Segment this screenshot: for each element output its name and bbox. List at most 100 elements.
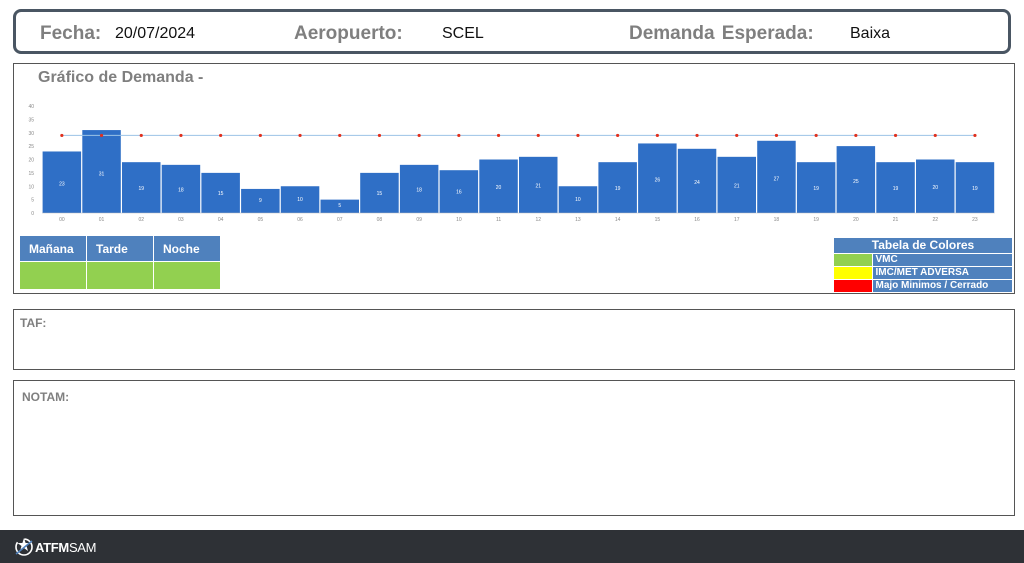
x-tick-label: 08	[377, 217, 383, 223]
shift-status-afternoon	[87, 262, 153, 289]
x-tick-label: 02	[138, 217, 144, 223]
y-tick-label: 0	[31, 211, 34, 217]
bar-value-label: 18	[416, 187, 422, 193]
date-label: Fecha:	[40, 23, 102, 44]
bar-value-label: 21	[535, 184, 541, 190]
capacity-marker	[338, 133, 342, 138]
capacity-marker	[179, 133, 183, 138]
bar	[757, 140, 796, 213]
legend-label-closed: Majo Minimos / Cerrado	[871, 279, 1012, 293]
bar	[916, 159, 955, 213]
bar-value-label: 19	[813, 186, 819, 192]
shift-header-afternoon: Tarde	[87, 236, 153, 261]
bar	[558, 186, 598, 213]
bar	[717, 156, 756, 213]
x-tick-label: 15	[655, 217, 661, 223]
bar	[161, 164, 201, 213]
legend-swatch-imc	[834, 266, 872, 280]
legend-swatch-closed	[834, 279, 872, 293]
bar	[241, 188, 280, 213]
capacity-marker	[774, 133, 779, 138]
footer-brand-bold: ATFM	[35, 540, 69, 555]
x-tick-label: 19	[813, 217, 819, 223]
bar-value-label: 15	[218, 191, 224, 197]
x-tick-label: 10	[456, 217, 462, 223]
capacity-marker	[139, 133, 143, 138]
bar	[876, 162, 915, 213]
capacity-marker	[60, 133, 64, 138]
taf-panel: TAF:	[13, 309, 1015, 370]
bar	[836, 146, 876, 213]
bar-value-label: 25	[853, 179, 859, 185]
header-bar: Fecha: 20/07/2024 Aeropuerto: SCEL Deman…	[13, 9, 1011, 54]
capacity-marker	[973, 133, 977, 138]
bar	[399, 164, 439, 213]
x-tick-label: 05	[258, 217, 264, 223]
capacity-marker	[536, 133, 540, 138]
notam-panel: NOTAM:	[13, 380, 1015, 516]
bar	[82, 130, 121, 213]
date-value: 20/07/2024	[115, 25, 196, 42]
legend-swatch-vmc	[834, 253, 872, 267]
bar-value-label: 15	[377, 191, 383, 197]
y-tick-label: 5	[31, 198, 34, 204]
bar	[796, 162, 836, 213]
capacity-marker	[655, 133, 659, 138]
x-tick-label: 07	[337, 217, 343, 223]
bar-value-label: 19	[138, 186, 144, 192]
legend-label-vmc: VMC	[871, 253, 1012, 267]
bar	[638, 143, 677, 213]
bar-value-label: 19	[893, 186, 899, 192]
bar	[519, 156, 558, 213]
x-tick-label: 03	[178, 217, 184, 223]
bar	[320, 199, 359, 213]
bar-value-label: 10	[297, 197, 303, 203]
capacity-marker	[99, 133, 104, 138]
bar	[360, 172, 399, 213]
x-tick-label: 13	[575, 217, 581, 223]
taf-label: TAF:	[20, 316, 47, 330]
x-tick-label: 12	[535, 217, 541, 223]
bar-value-label: 26	[655, 178, 661, 184]
footer-brand: ATFMSAM	[35, 540, 97, 555]
color-legend-title: Tabela de Colores	[834, 238, 1012, 254]
bar-value-label: 20	[496, 185, 502, 191]
capacity-marker	[695, 133, 699, 138]
bar-value-label: 18	[178, 187, 184, 193]
capacity-marker	[735, 133, 739, 138]
capacity-marker	[893, 133, 898, 138]
bar	[439, 170, 479, 213]
legend-label-imc: IMC/MET ADVERSA	[871, 266, 1012, 280]
color-legend-table: Tabela de Colores VMC IMC/MET ADVERSA Ma…	[834, 238, 1012, 293]
shift-status-night	[154, 262, 220, 289]
bar	[598, 162, 637, 213]
airport-label: Aeropuerto:	[294, 23, 403, 44]
capacity-marker	[616, 133, 620, 138]
shift-header-morning: Mañana	[20, 236, 86, 261]
bar	[677, 148, 717, 213]
y-tick-label: 20	[28, 158, 34, 164]
footer-bar: ATFMSAM	[0, 530, 1024, 563]
shift-header-night: Noche	[154, 236, 220, 261]
airport-value: SCEL	[442, 25, 484, 42]
y-tick-label: 10	[28, 184, 34, 190]
x-tick-label: 00	[59, 217, 65, 223]
x-tick-label: 21	[893, 217, 899, 223]
bar-value-label: 31	[99, 172, 105, 178]
capacity-marker	[933, 133, 937, 138]
bar-value-label: 5	[338, 203, 341, 209]
demand-chart: 0510152025303540230031011902180315049051…	[28, 104, 995, 223]
bar-value-label: 19	[615, 186, 621, 192]
x-tick-label: 09	[416, 217, 422, 223]
bar-value-label: 19	[972, 186, 978, 192]
y-tick-label: 40	[28, 104, 34, 110]
bar-value-label: 16	[456, 190, 462, 196]
capacity-marker	[298, 133, 302, 138]
bar	[42, 151, 82, 213]
shift-status-table: Mañana Tarde Noche	[19, 235, 221, 290]
bar-value-label: 10	[575, 197, 581, 203]
bar	[955, 162, 995, 213]
x-tick-label: 01	[99, 217, 105, 223]
capacity-marker	[377, 133, 382, 138]
